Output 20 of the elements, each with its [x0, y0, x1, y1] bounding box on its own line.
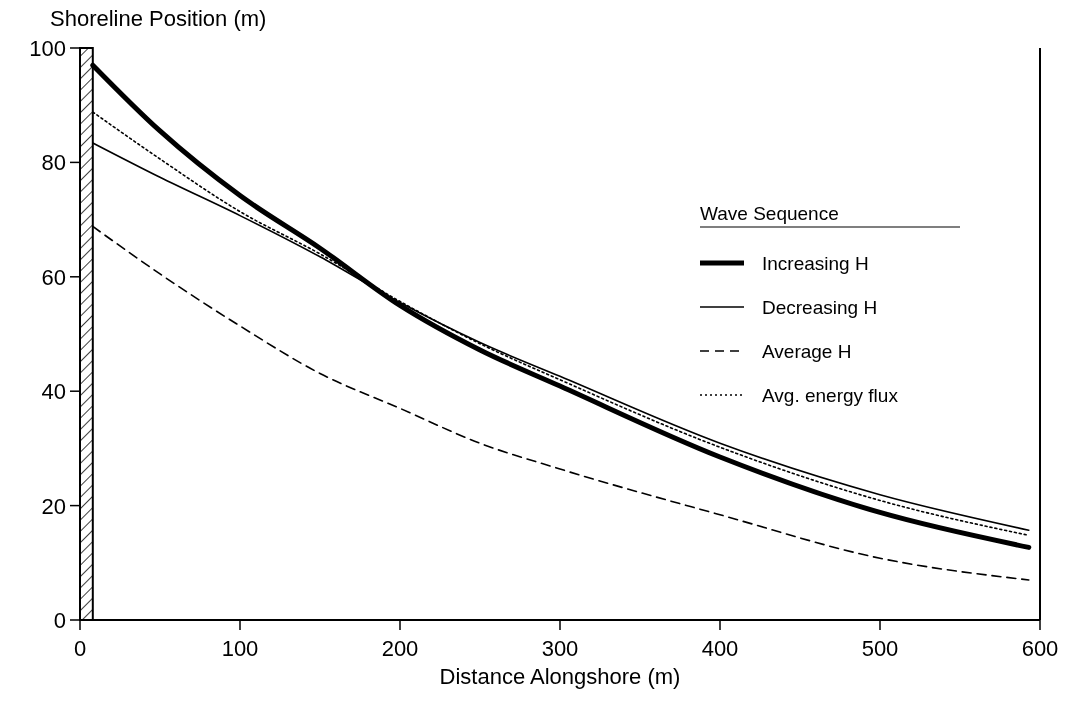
legend-label: Average H [762, 341, 852, 362]
x-tick-label: 400 [701, 636, 739, 661]
legend-title: Wave Sequence [700, 203, 839, 224]
legend-label: Decreasing H [762, 297, 878, 318]
y-tick-label: 20 [41, 493, 66, 519]
x-tick-label: 300 [541, 636, 579, 661]
y-tick-label: 60 [41, 264, 66, 290]
legend-label: Increasing H [762, 253, 869, 274]
x-tick-label: 0 [73, 636, 87, 661]
y-axis-title: Shoreline Position (m) [50, 6, 267, 31]
legend-label: Avg. energy flux [762, 385, 899, 406]
x-tick-label: 600 [1021, 636, 1059, 661]
y-tick-label: 80 [41, 150, 66, 176]
y-tick-label: 0 [53, 608, 66, 633]
x-tick-label: 500 [861, 636, 899, 661]
y-tick-label: 40 [41, 379, 66, 405]
x-axis-title: Distance Alongshore (m) [439, 664, 681, 689]
y-tick-label: 100 [29, 36, 66, 61]
x-tick-label: 100 [221, 636, 259, 661]
x-tick-label: 200 [381, 636, 419, 661]
